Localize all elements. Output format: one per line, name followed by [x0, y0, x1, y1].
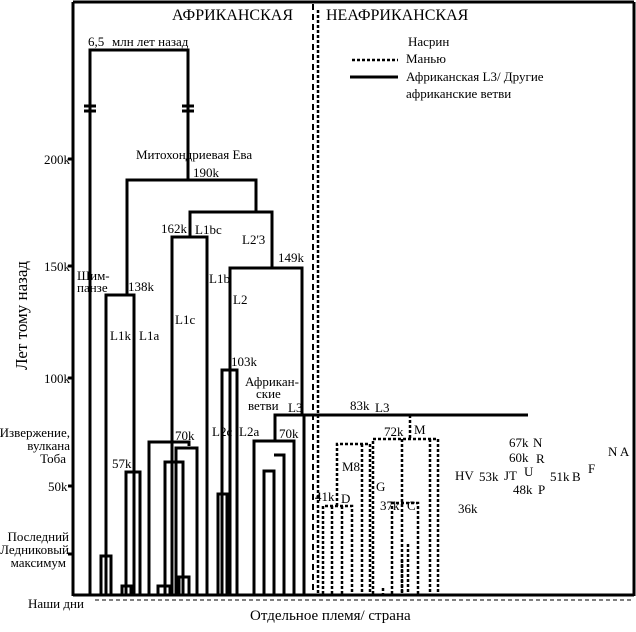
label-L23: L2'3: [242, 232, 265, 247]
label-JT: JT: [504, 468, 517, 483]
y-axis-label: Лет тому назад: [12, 261, 31, 370]
label-split-unit: млн лет назад: [112, 34, 189, 49]
label-C: C: [407, 498, 416, 513]
tick-100k: 100k: [44, 371, 71, 386]
label-41k: 41k: [315, 489, 335, 504]
label-67k: 67k: [509, 435, 529, 450]
label-U: U: [524, 464, 534, 479]
label-57k: 57k: [112, 456, 132, 471]
label-83k: 83k: [350, 398, 370, 413]
label-51k: 51k: [550, 469, 570, 484]
legend-dashed-label: Манью: [406, 51, 446, 66]
label-african-branches-3: ветви: [248, 398, 279, 413]
label-NA: N A: [608, 444, 630, 459]
event-lgm-2: Ледниковый: [0, 542, 69, 557]
label-53k: 53k: [479, 469, 499, 484]
y-ticks: [68, 157, 73, 556]
label-L2c: L2c: [212, 424, 232, 439]
label-L1bc: L1bc: [195, 222, 222, 237]
label-M: M: [414, 422, 426, 437]
label-african-branches-2: ские: [256, 386, 281, 401]
label-37k: 37k: [380, 498, 400, 513]
label-L1c: L1c: [175, 312, 195, 327]
label-L2a: L2a: [239, 424, 259, 439]
header-non-african: НЕАФРИКАНСКАЯ: [326, 7, 469, 24]
label-36k: 36k: [458, 501, 478, 516]
label-M8: M8: [342, 459, 360, 474]
label-72k: 72k: [384, 424, 404, 439]
label-F: F: [588, 461, 595, 476]
root-branches: [84, 48, 528, 594]
label-L1b: L1b: [209, 271, 230, 286]
legend-solid-label-2: африканские ветви: [406, 86, 511, 101]
legend-solid-label: Африканская L3/ Другие: [406, 69, 544, 84]
label-L3: L3: [375, 400, 389, 415]
label-chimp-2: панзе: [77, 280, 108, 295]
event-toba-2: вулкана: [27, 438, 70, 453]
label-N: N: [533, 435, 543, 450]
label-B: B: [572, 469, 581, 484]
non-african-branches: [316, 10, 440, 594]
event-toba-1: Извержение,: [0, 425, 70, 440]
tick-200k: 200k: [44, 152, 71, 167]
label-70k-b: 70k: [279, 426, 299, 441]
x-axis-label: Отдельное племя/ страна: [250, 608, 411, 624]
label-162k: 162k: [161, 221, 188, 236]
label-48k: 48k: [513, 482, 533, 497]
label-G: G: [376, 479, 385, 494]
label-138k: 138k: [128, 279, 155, 294]
label-149k: 149k: [278, 250, 305, 265]
frame: [71, 0, 636, 601]
label-L3-african: L3: [288, 400, 302, 415]
label-60k: 60k: [509, 450, 529, 465]
label-R: R: [536, 451, 545, 466]
label-103k: 103k: [231, 354, 258, 369]
event-toba-3: Тоба: [40, 451, 66, 466]
label-L1k: L1k: [110, 328, 131, 343]
header-african: АФРИКАНСКАЯ: [172, 7, 293, 24]
tick-50k: 50k: [48, 479, 68, 494]
label-african-branches-1: Африкан-: [245, 374, 299, 389]
label-L1a: L1a: [139, 328, 159, 343]
label-HV: HV: [455, 468, 474, 483]
label-70k-a: 70k: [175, 428, 195, 443]
label-190k: 190k: [193, 165, 220, 180]
tick-150k: 150k: [44, 259, 71, 274]
event-present: Наши дни: [28, 596, 84, 611]
label-split-time: 6,5: [88, 34, 104, 49]
label-mito-eve: Митохондриевая Ева: [136, 147, 252, 162]
event-lgm-1: Последний: [7, 529, 69, 544]
label-P: P: [538, 482, 545, 497]
legend-title: Насрин: [408, 34, 449, 49]
label-L2: L2: [233, 292, 247, 307]
label-chimp-1: Шим-: [77, 268, 110, 283]
event-lgm-3: максимум: [11, 555, 66, 570]
label-D: D: [341, 491, 350, 506]
